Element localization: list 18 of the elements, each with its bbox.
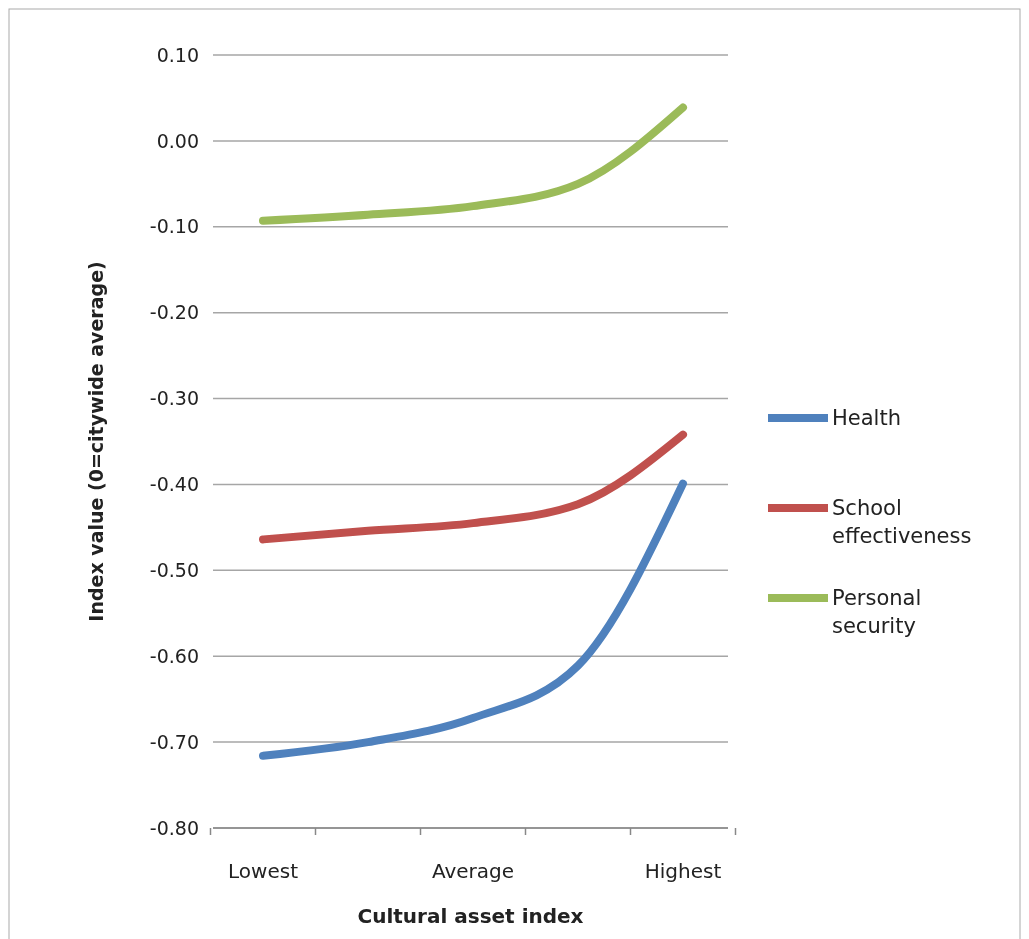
- y-tick-label: -0.50: [149, 558, 199, 581]
- y-tick-label: -0.30: [149, 387, 199, 410]
- y-tick-label: -0.40: [149, 473, 199, 496]
- y-tick-label: -0.80: [149, 816, 199, 839]
- legend-label: School effectiveness: [832, 496, 972, 548]
- x-axis-title: Cultural asset index: [357, 904, 584, 928]
- y-axis-title: Index value (0=citywide average): [85, 261, 107, 622]
- y-tick-label: -0.70: [149, 730, 199, 753]
- y-tick-label: -0.10: [149, 215, 199, 238]
- y-tick-label: -0.60: [149, 644, 199, 667]
- x-tick-label: Highest: [644, 859, 722, 883]
- y-tick-label: 0.10: [156, 43, 199, 66]
- x-tick-label: Average: [431, 859, 515, 883]
- legend-label: Personal security: [832, 586, 922, 638]
- x-tick-label: Lowest: [228, 859, 299, 883]
- legend-label: Health: [832, 406, 901, 431]
- y-tick-label: -0.20: [149, 301, 199, 324]
- y-tick-label: 0.00: [156, 129, 199, 152]
